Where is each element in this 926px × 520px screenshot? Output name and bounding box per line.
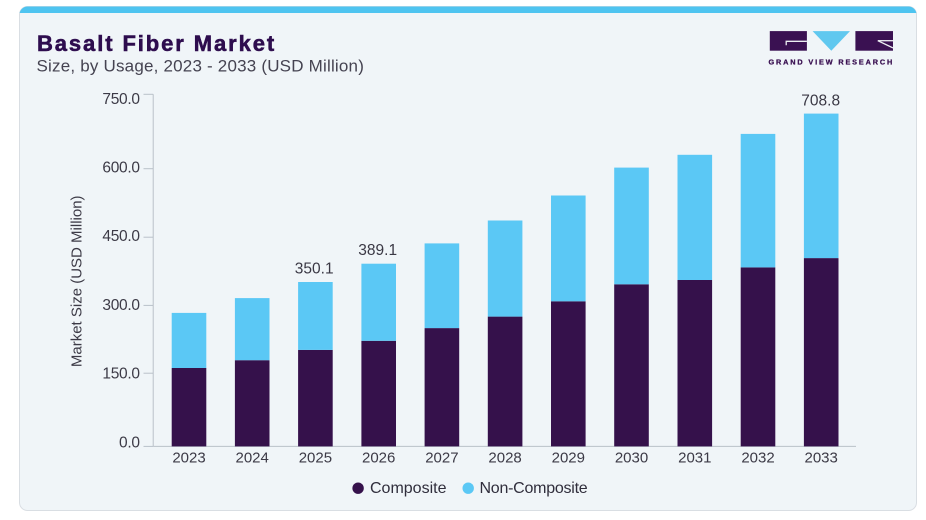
- svg-text:150.0: 150.0: [102, 366, 140, 383]
- svg-text:300.0: 300.0: [102, 297, 140, 314]
- svg-text:2027: 2027: [425, 450, 458, 467]
- svg-text:350.1: 350.1: [295, 261, 334, 278]
- svg-text:Size, by Usage, 2023 - 2033 (U: Size, by Usage, 2023 - 2033 (USD Million…: [37, 56, 365, 75]
- svg-text:Basalt Fiber Market: Basalt Fiber Market: [37, 31, 276, 56]
- svg-text:2028: 2028: [488, 450, 521, 467]
- svg-text:750.0: 750.0: [102, 91, 140, 108]
- svg-text:389.1: 389.1: [358, 242, 397, 259]
- svg-text:GRAND VIEW RESEARCH: GRAND VIEW RESEARCH: [769, 58, 895, 67]
- svg-text:Non-Composite: Non-Composite: [480, 480, 588, 497]
- svg-text:2023: 2023: [172, 450, 205, 467]
- svg-text:600.0: 600.0: [102, 160, 140, 177]
- svg-text:2029: 2029: [552, 450, 585, 467]
- svg-text:450.0: 450.0: [102, 228, 140, 245]
- svg-text:2030: 2030: [615, 450, 648, 467]
- svg-text:708.8: 708.8: [801, 93, 840, 110]
- svg-text:Market Size (USD Million): Market Size (USD Million): [69, 195, 86, 367]
- svg-text:2032: 2032: [741, 450, 774, 467]
- svg-text:2025: 2025: [299, 450, 332, 467]
- svg-text:2024: 2024: [236, 450, 269, 467]
- svg-text:0.0: 0.0: [119, 434, 140, 451]
- svg-text:2031: 2031: [678, 450, 711, 467]
- svg-text:2033: 2033: [805, 450, 838, 467]
- svg-text:Composite: Composite: [370, 480, 447, 497]
- svg-text:2026: 2026: [362, 450, 395, 467]
